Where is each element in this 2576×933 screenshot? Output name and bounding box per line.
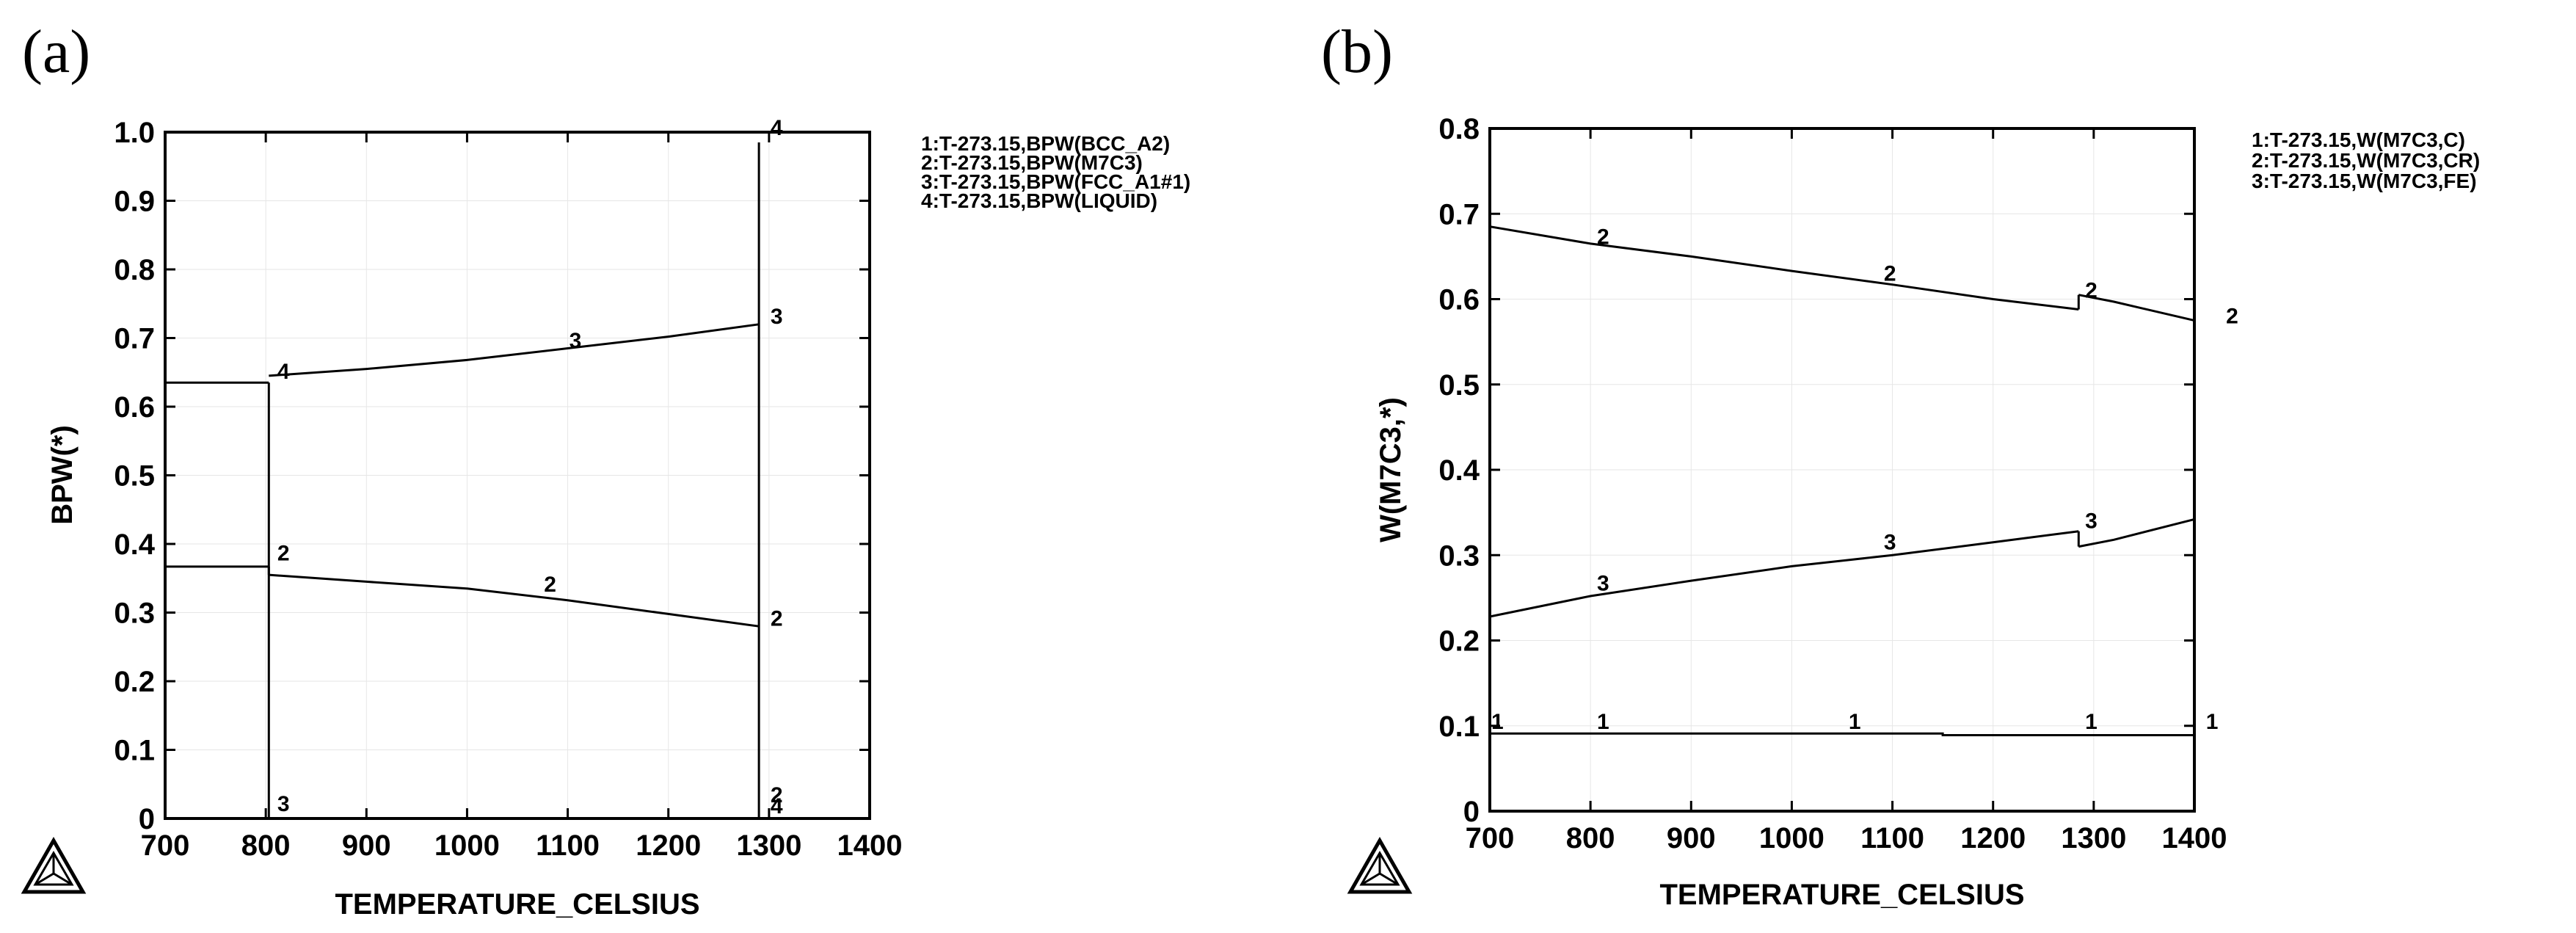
panel-a-legend: 1:T-273.15,BPW(BCC_A2)2:T-273.15,BPW(M7C… — [921, 132, 1190, 212]
series-3-line — [2078, 518, 2195, 548]
panel-b-curves — [1489, 225, 2195, 736]
legend-entry: 2:T-273.15,W(M7C3,CR) — [2252, 149, 2480, 172]
x-tick-label: 800 — [241, 829, 291, 862]
curve-number-label: 2 — [1884, 261, 1896, 286]
panel-b-x-ticks: 700 800 900 1000 1100 1200 1300 1400 — [1466, 128, 2227, 854]
x-tick-label: 1200 — [636, 829, 701, 862]
panel-a-x-axis-title: TEMPERATURE_CELSIUS — [335, 888, 699, 921]
x-tick-label: 1200 — [1960, 822, 2026, 854]
y-tick-label: 0 — [1463, 796, 1480, 828]
curve-number-label: 2 — [544, 573, 556, 597]
curve-number-label: 1 — [2206, 710, 2219, 734]
panel-a-y-ticks: 0 0.1 0.2 0.3 0.4 0.5 0.6 0.7 0.8 0.9 1.0 — [114, 117, 870, 835]
y-tick-label: 0.7 — [1438, 198, 1480, 230]
series-2-line — [2078, 294, 2195, 322]
y-tick-label: 0.3 — [1438, 540, 1480, 572]
x-tick-label: 1300 — [2061, 822, 2126, 854]
panel-b-legend: 1:T-273.15,W(M7C3,C)2:T-273.15,W(M7C3,CR… — [2252, 128, 2480, 192]
y-tick-label: 0.3 — [114, 598, 155, 630]
panel-b: (b) 0 0.1 0.2 0.3 0.4 0.5 0.6 0.7 0.8 700 800 900 1… — [1321, 18, 2480, 911]
panel-a-gridlines — [164, 131, 870, 819]
curve-number-label: 3 — [570, 329, 582, 353]
curve-number-label: 2 — [277, 542, 290, 566]
y-tick-label: 0.6 — [1438, 284, 1480, 316]
curve-number-label: 2 — [2085, 279, 2097, 303]
legend-entry: 2:T-273.15,BPW(M7C3) — [921, 151, 1143, 174]
curve-number-label: 3 — [1884, 531, 1896, 555]
series-1-line — [1490, 732, 2194, 736]
curve-number-label: 4 — [771, 794, 783, 818]
x-tick-label: 700 — [1466, 822, 1515, 854]
panel-a-curves — [165, 142, 760, 818]
panel-a-x-ticks: 700 800 900 1000 1100 1200 1300 1400 — [141, 132, 903, 862]
x-tick-label: 800 — [1566, 822, 1615, 854]
y-tick-label: 0.9 — [114, 186, 155, 218]
legend-entry: 1:T-273.15,W(M7C3,C) — [2252, 128, 2465, 151]
x-tick-label: 1000 — [1759, 822, 1824, 854]
series-2-line — [269, 573, 760, 628]
curve-number-label: 1 — [1597, 710, 1609, 734]
y-tick-label: 0 — [139, 803, 155, 835]
thermo-calc-logo-icon — [21, 836, 87, 894]
x-tick-label: 1400 — [837, 829, 903, 862]
legend-entry: 3:T-273.15,W(M7C3,FE) — [2252, 170, 2477, 192]
curve-number-label: 4 — [277, 360, 290, 384]
x-tick-label: 1100 — [1860, 822, 1924, 854]
curve-number-label: 3 — [771, 305, 783, 329]
x-tick-label: 1000 — [434, 829, 500, 862]
y-tick-label: 1.0 — [114, 117, 155, 149]
curve-number-label: 3 — [277, 792, 290, 816]
curve-number-label: 2 — [771, 783, 783, 807]
panel-b-y-ticks: 0 0.1 0.2 0.3 0.4 0.5 0.6 0.7 0.8 — [1438, 113, 2194, 828]
series-2-line — [1489, 225, 2079, 311]
y-tick-label: 0.8 — [114, 254, 155, 286]
x-tick-label: 900 — [342, 829, 391, 862]
curve-number-label: 2 — [1597, 225, 1609, 249]
x-tick-label: 1100 — [536, 829, 600, 862]
panel-b-y-axis-title: W(M7C3,*) — [1375, 397, 1407, 542]
legend-entry: 3:T-273.15,BPW(FCC_A1#1) — [921, 170, 1190, 193]
series-3-line — [269, 323, 760, 377]
panel-b-label: (b) — [1321, 18, 1393, 86]
legend-entry: 1:T-273.15,BPW(BCC_A2) — [921, 132, 1170, 155]
curve-number-label: 1 — [1849, 710, 1861, 734]
y-tick-label: 0.2 — [1438, 625, 1480, 658]
x-tick-label: 900 — [1667, 822, 1716, 854]
y-tick-label: 0.4 — [1438, 454, 1480, 487]
curve-number-label: 2 — [2226, 305, 2238, 329]
y-tick-label: 0.1 — [114, 735, 155, 767]
panel-b-gridlines — [1489, 128, 2195, 812]
legend-entry: 4:T-273.15,BPW(LIQUID) — [921, 189, 1157, 212]
panel-b-x-axis-title: TEMPERATURE_CELSIUS — [1659, 879, 2024, 911]
curve-number-label: 1 — [1491, 710, 1504, 734]
y-tick-label: 0.4 — [114, 529, 155, 561]
thermo-calc-logo-icon — [1347, 836, 1413, 894]
curve-number-label: 1 — [2085, 710, 2097, 734]
y-tick-label: 0.6 — [114, 391, 155, 424]
y-tick-label: 0.5 — [114, 460, 155, 493]
y-tick-label: 0.5 — [1438, 369, 1480, 402]
y-tick-label: 0.2 — [114, 666, 155, 698]
x-tick-label: 1300 — [736, 829, 801, 862]
curve-number-label: 3 — [2085, 509, 2097, 534]
series-3-line — [1489, 530, 2079, 618]
panel-a-label: (a) — [22, 18, 90, 86]
y-tick-label: 0.7 — [114, 323, 155, 355]
panel-b-curve-labels: 2 2 2 2 3 3 3 1 1 1 1 1 — [1491, 225, 2238, 733]
panel-a-y-axis-title: BPW(*) — [46, 425, 79, 525]
curve-number-label: 3 — [1597, 571, 1609, 595]
y-tick-label: 0.8 — [1438, 113, 1480, 145]
curve-number-label: 2 — [771, 607, 783, 631]
panel-a: (a) 0 0.1 0.2 0.3 0.4 0.5 0.6 0.7 0.8 0.9 1.0 700 8… — [21, 18, 1190, 921]
curve-number-label: 4 — [771, 116, 783, 140]
y-tick-label: 0.1 — [1438, 711, 1480, 743]
x-tick-label: 700 — [141, 829, 190, 862]
x-tick-label: 1400 — [2162, 822, 2227, 854]
